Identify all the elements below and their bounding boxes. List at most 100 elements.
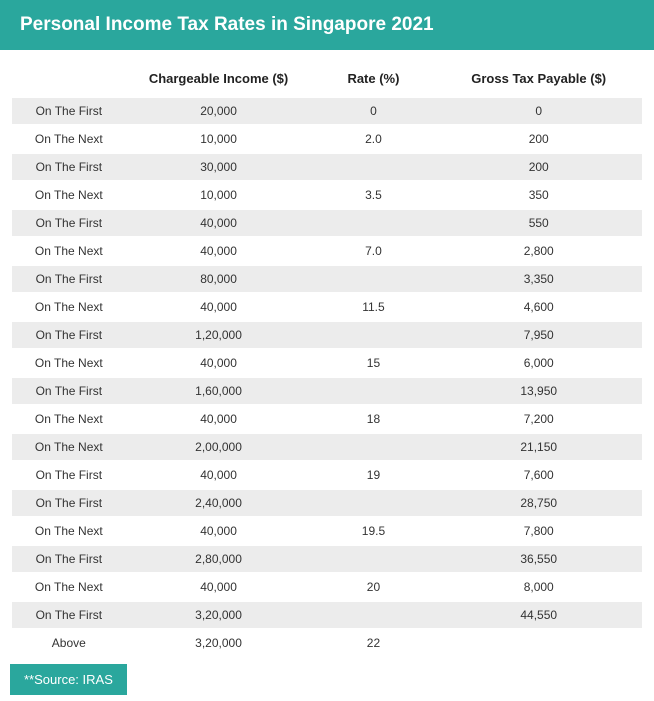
row-label: On The Next	[12, 238, 126, 264]
row-label: On The First	[12, 462, 126, 488]
row-rate	[311, 210, 435, 236]
table-row: On The First80,0003,350	[12, 266, 642, 292]
table-row: On The Next10,0003.5350	[12, 182, 642, 208]
row-income: 40,000	[126, 574, 312, 600]
row-label: On The First	[12, 210, 126, 236]
row-rate: 19.5	[311, 518, 435, 544]
row-tax	[435, 630, 642, 656]
row-income: 3,20,000	[126, 602, 312, 628]
row-income: 20,000	[126, 98, 312, 124]
table-wrapper: Chargeable Income ($) Rate (%) Gross Tax…	[0, 53, 654, 658]
row-label: On The First	[12, 378, 126, 404]
row-label: On The First	[12, 546, 126, 572]
row-rate	[311, 154, 435, 180]
table-row: On The First1,60,000 13,950	[12, 378, 642, 404]
table-body: On The First20,00000On The Next10,0002.0…	[12, 98, 642, 656]
row-tax: 21,150	[435, 434, 642, 460]
row-tax: 6,000	[435, 350, 642, 376]
row-tax: 200	[435, 154, 642, 180]
row-rate	[311, 602, 435, 628]
row-label: On The First	[12, 322, 126, 348]
row-tax: 7,600	[435, 462, 642, 488]
row-rate: 0	[311, 98, 435, 124]
row-tax: 36,550	[435, 546, 642, 572]
col-header-tax: Gross Tax Payable ($)	[435, 63, 642, 96]
page-title: Personal Income Tax Rates in Singapore 2…	[0, 0, 654, 53]
row-tax: 0	[435, 98, 642, 124]
row-rate: 11.5	[311, 294, 435, 320]
row-income: 40,000	[126, 210, 312, 236]
row-label: On The Next	[12, 350, 126, 376]
table-row: On The First40,000197,600	[12, 462, 642, 488]
row-label: On The First	[12, 266, 126, 292]
row-rate	[311, 546, 435, 572]
col-header-label	[12, 63, 126, 96]
row-income: 2,40,000	[126, 490, 312, 516]
row-rate: 19	[311, 462, 435, 488]
table-row: On The First40,000 550	[12, 210, 642, 236]
row-tax: 28,750	[435, 490, 642, 516]
row-rate: 7.0	[311, 238, 435, 264]
row-tax: 7,950	[435, 322, 642, 348]
row-income: 40,000	[126, 518, 312, 544]
row-rate: 20	[311, 574, 435, 600]
row-income: 40,000	[126, 238, 312, 264]
col-header-rate: Rate (%)	[311, 63, 435, 96]
row-rate: 3.5	[311, 182, 435, 208]
tax-rate-table: Chargeable Income ($) Rate (%) Gross Tax…	[12, 61, 642, 658]
source-label: **Source: IRAS	[10, 664, 127, 695]
row-label: On The Next	[12, 406, 126, 432]
row-tax: 8,000	[435, 574, 642, 600]
row-income: 2,00,000	[126, 434, 312, 460]
row-income: 40,000	[126, 406, 312, 432]
row-rate	[311, 490, 435, 516]
table-row: On The First1,20,000 7,950	[12, 322, 642, 348]
row-income: 1,20,000	[126, 322, 312, 348]
row-rate	[311, 322, 435, 348]
row-label: On The First	[12, 98, 126, 124]
row-label: On The First	[12, 490, 126, 516]
table-row: On The First3,20,000 44,550	[12, 602, 642, 628]
col-header-income: Chargeable Income ($)	[126, 63, 312, 96]
row-label: On The First	[12, 154, 126, 180]
row-rate	[311, 378, 435, 404]
row-label: On The First	[12, 602, 126, 628]
row-label: On The Next	[12, 126, 126, 152]
row-rate: 15	[311, 350, 435, 376]
table-row: On The Next40,000156,000	[12, 350, 642, 376]
row-rate	[311, 266, 435, 292]
row-rate: 2.0	[311, 126, 435, 152]
row-tax: 2,800	[435, 238, 642, 264]
tax-table-container: Personal Income Tax Rates in Singapore 2…	[0, 0, 654, 695]
row-income: 40,000	[126, 350, 312, 376]
row-tax: 44,550	[435, 602, 642, 628]
row-income: 10,000	[126, 126, 312, 152]
row-income: 40,000	[126, 462, 312, 488]
row-income: 30,000	[126, 154, 312, 180]
row-income: 1,60,000	[126, 378, 312, 404]
row-label: On The Next	[12, 434, 126, 460]
table-row: On The Next40,000187,200	[12, 406, 642, 432]
row-tax: 3,350	[435, 266, 642, 292]
table-row: Above3,20,00022	[12, 630, 642, 656]
row-rate: 18	[311, 406, 435, 432]
row-tax: 7,800	[435, 518, 642, 544]
row-rate: 22	[311, 630, 435, 656]
row-label: On The Next	[12, 294, 126, 320]
table-row: On The Next40,000208,000	[12, 574, 642, 600]
row-tax: 7,200	[435, 406, 642, 432]
row-label: On The Next	[12, 574, 126, 600]
table-row: On The First30,000 200	[12, 154, 642, 180]
table-row: On The Next2,00,000 21,150	[12, 434, 642, 460]
table-row: On The Next40,0007.02,800	[12, 238, 642, 264]
table-row: On The First2,80,00036,550	[12, 546, 642, 572]
row-tax: 550	[435, 210, 642, 236]
table-row: On The Next40,00019.57,800	[12, 518, 642, 544]
row-tax: 4,600	[435, 294, 642, 320]
table-row: On The Next40,00011.54,600	[12, 294, 642, 320]
table-header-row: Chargeable Income ($) Rate (%) Gross Tax…	[12, 63, 642, 96]
row-income: 40,000	[126, 294, 312, 320]
row-tax: 13,950	[435, 378, 642, 404]
row-label: On The Next	[12, 182, 126, 208]
row-income: 3,20,000	[126, 630, 312, 656]
